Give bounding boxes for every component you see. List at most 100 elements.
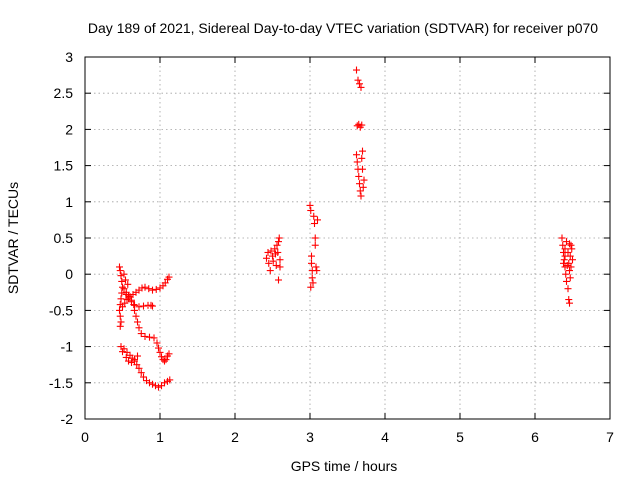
data-point: [152, 285, 160, 293]
data-point: [276, 263, 284, 271]
data-point: [145, 285, 153, 293]
y-tick-label: 0.5: [54, 230, 74, 246]
data-point: [560, 256, 568, 264]
x-tick-labels: 0 1 2 3 4 5 6 7: [81, 429, 614, 445]
data-point: [306, 201, 314, 209]
data-point: [359, 165, 366, 173]
data-point: [308, 252, 315, 260]
data-point: [568, 245, 576, 253]
data-point: [564, 248, 572, 256]
data-point: [117, 295, 125, 303]
data-point: [357, 83, 365, 91]
data-point: [122, 288, 130, 296]
data-point: [355, 172, 363, 180]
data-point: [563, 262, 571, 270]
y-tick-label: 0: [65, 266, 73, 282]
data-point: [271, 245, 279, 253]
data-point: [119, 303, 126, 311]
data-point: [166, 376, 174, 384]
data-point: [133, 361, 141, 369]
data-point: [559, 241, 567, 249]
data-point: [123, 348, 131, 356]
data-point: [121, 299, 129, 307]
data-point: [309, 279, 317, 287]
y-tick-label: -1.5: [49, 375, 73, 391]
data-point: [117, 272, 125, 280]
chart-title: Day 189 of 2021, Sidereal Day-to-day VTE…: [88, 20, 598, 36]
data-point: [359, 183, 367, 191]
data-point: [147, 301, 155, 309]
data-point: [562, 270, 570, 278]
data-point: [311, 234, 319, 242]
y-tick-label: 2: [65, 121, 73, 137]
data-point: [140, 302, 147, 310]
data-point: [275, 238, 282, 246]
data-point: [131, 356, 138, 364]
data-point: [118, 277, 126, 285]
data-point: [162, 356, 170, 364]
data-point: [307, 283, 315, 291]
data-point: [560, 259, 567, 267]
data-point: [141, 332, 149, 340]
data-point: [137, 369, 145, 377]
data-point: [566, 299, 573, 307]
data-point: [353, 66, 360, 74]
data-point: [311, 220, 318, 228]
y-axis-label: SDTVAR / TECUs: [5, 182, 21, 294]
x-tick-label: 3: [306, 429, 314, 445]
data-point: [149, 380, 156, 388]
x-tick-label: 6: [531, 429, 539, 445]
y-tick-label: 1.5: [54, 158, 74, 174]
data-point: [569, 256, 576, 264]
data-point: [357, 192, 365, 200]
data-point: [353, 158, 361, 166]
data-point: [312, 263, 320, 271]
data-point: [567, 263, 575, 271]
data-point: [125, 292, 132, 300]
plot-frame: [84, 56, 611, 420]
data-point: [141, 283, 149, 291]
data-point: [311, 241, 319, 249]
data-point: [116, 306, 123, 314]
data-point: [358, 154, 366, 162]
data-point: [265, 259, 273, 267]
x-tick-label: 7: [606, 429, 614, 445]
data-point: [358, 121, 366, 129]
data-point: [125, 357, 132, 365]
data-point: [130, 301, 138, 309]
data-point: [123, 296, 131, 304]
data-point: [355, 120, 363, 128]
data-point: [120, 285, 128, 293]
data-point: [313, 267, 321, 275]
x-tick-label: 5: [456, 429, 464, 445]
data-point: [158, 353, 165, 361]
data-point: [165, 350, 173, 358]
data-point: [308, 274, 316, 282]
data-point: [307, 206, 315, 214]
data-point: [161, 357, 168, 365]
y-tick-labels: -2 -1.5 -1 -0.5 0 0.5 1 1.5 2 2.5 3: [49, 49, 73, 427]
x-axis-label: GPS time / hours: [291, 458, 398, 474]
data-point: [138, 284, 146, 292]
data-point: [267, 247, 275, 255]
data-point: [132, 312, 140, 320]
data-point: [356, 180, 363, 188]
data-point: [356, 187, 364, 195]
data-point: [275, 276, 282, 284]
data-point: [275, 234, 283, 242]
y-tick-label: -1: [61, 339, 74, 355]
data-point: [561, 245, 569, 253]
data-point: [116, 267, 124, 275]
data-point: [152, 382, 159, 390]
data-point: [563, 277, 570, 285]
data-point: [161, 379, 168, 387]
data-point: [566, 240, 573, 248]
data-point: [120, 270, 128, 278]
data-point: [155, 383, 162, 391]
data-point: [276, 256, 284, 264]
data-point: [135, 364, 143, 372]
data-point: [158, 382, 165, 390]
data-point: [137, 330, 145, 338]
data-point: [155, 344, 162, 352]
data-point: [153, 339, 161, 347]
